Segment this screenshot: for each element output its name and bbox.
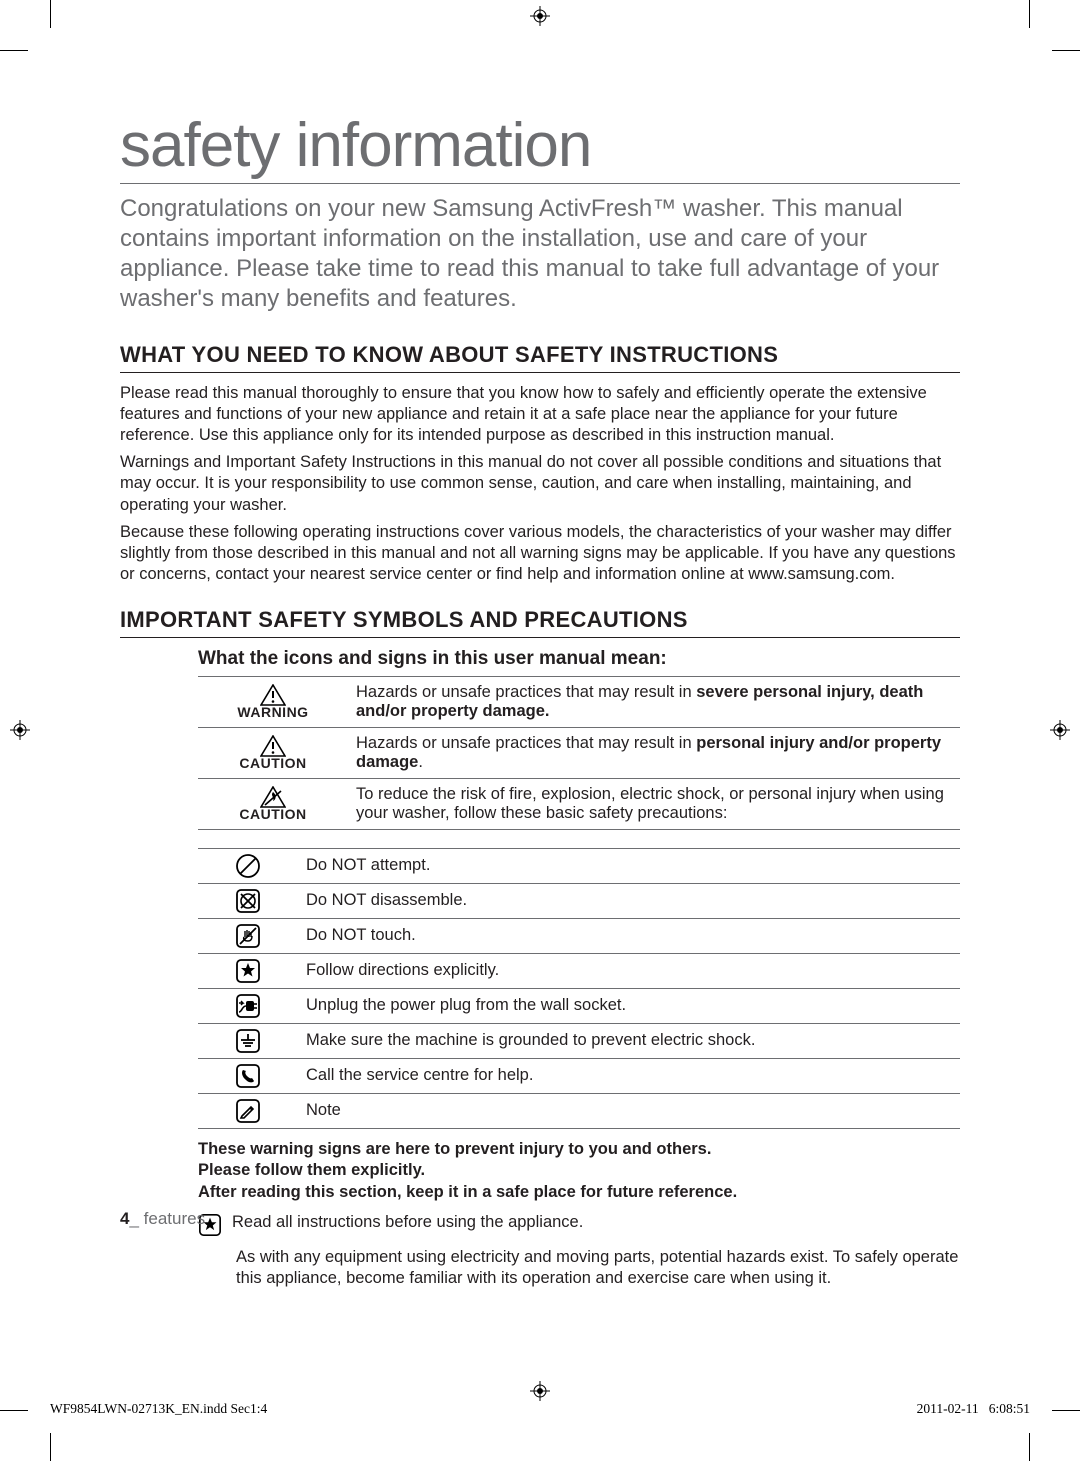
table-row: CAUTION To reduce the risk of fire, expl… — [198, 778, 960, 829]
registration-mark-icon — [530, 1381, 550, 1401]
page-number: 4_ features — [120, 1209, 205, 1229]
prohibit-desc: Do NOT attempt. — [298, 848, 960, 883]
no-disassemble-icon — [235, 888, 261, 914]
registration-mark-icon — [530, 6, 550, 26]
no-touch-icon — [235, 923, 261, 949]
no-disassemble-desc: Do NOT disassemble. — [298, 883, 960, 918]
call-service-desc: Call the service centre for help. — [298, 1058, 960, 1093]
table-row: Follow directions explicitly. — [198, 953, 960, 988]
instruction-row: Read all instructions before using the a… — [198, 1213, 960, 1237]
warning-desc: Hazards or unsafe practices that may res… — [348, 676, 960, 727]
prohibit-icon — [235, 853, 261, 879]
table-row: CAUTION Hazards or unsafe practices that… — [198, 727, 960, 778]
section2-subheading: What the icons and signs in this user ma… — [120, 648, 960, 670]
caution-fire-desc: To reduce the risk of fire, explosion, e… — [348, 778, 960, 829]
note-desc: Note — [298, 1093, 960, 1128]
ground-desc: Make sure the machine is grounded to pre… — [298, 1023, 960, 1058]
page-content: safety information Congratulations on yo… — [120, 110, 960, 1290]
unplug-icon — [235, 993, 261, 1019]
unplug-desc: Unplug the power plug from the wall sock… — [298, 988, 960, 1023]
crop-mark — [0, 50, 28, 51]
table-row: Do NOT attempt. — [198, 848, 960, 883]
warning-label: WARNING — [206, 704, 340, 720]
table-row: Do NOT touch. — [198, 918, 960, 953]
follow-directions-desc: Follow directions explicitly. — [298, 953, 960, 988]
crop-mark — [0, 1410, 28, 1411]
phone-icon — [235, 1063, 261, 1089]
ground-icon — [235, 1028, 261, 1054]
symbol-table-1: WARNING Hazards or unsafe practices that… — [198, 676, 960, 830]
footer-file: WF9854LWN-02713K_EN.indd Sec1:4 — [50, 1401, 267, 1417]
caution-desc: Hazards or unsafe practices that may res… — [348, 727, 960, 778]
footer-time: 6:08:51 — [989, 1401, 1030, 1416]
crop-mark — [1052, 1410, 1080, 1411]
footer-date: 2011-02-11 — [917, 1401, 979, 1416]
table-row: Do NOT disassemble. — [198, 883, 960, 918]
registration-mark-icon — [1050, 720, 1070, 740]
caution-triangle-icon — [260, 735, 286, 757]
section2-heading: IMPORTANT SAFETY SYMBOLS AND PRECAUTIONS — [120, 607, 960, 638]
symbol-table-2: Do NOT attempt. Do NOT disassemble. Do N… — [198, 848, 960, 1129]
table-row: Note — [198, 1093, 960, 1128]
closing-text: These warning signs are here to prevent … — [198, 1139, 960, 1203]
warning-triangle-icon — [260, 684, 286, 706]
crop-mark — [1029, 0, 1030, 28]
crop-mark — [1052, 50, 1080, 51]
crop-mark — [50, 0, 51, 28]
star-box-icon — [235, 958, 261, 984]
caution-label: CAUTION — [206, 755, 340, 771]
instruction1-text: Read all instructions before using the a… — [232, 1213, 583, 1232]
intro-paragraph: Congratulations on your new Samsung Acti… — [120, 194, 960, 314]
no-fire-icon — [260, 786, 286, 808]
registration-mark-icon — [10, 720, 30, 740]
section1-heading: WHAT YOU NEED TO KNOW ABOUT SAFETY INSTR… — [120, 342, 960, 373]
instruction2-text: As with any equipment using electricity … — [236, 1247, 960, 1289]
section1-p2: Warnings and Important Safety Instructio… — [120, 452, 960, 515]
caution-fire-label: CAUTION — [206, 806, 340, 822]
section1-p1: Please read this manual thoroughly to en… — [120, 383, 960, 446]
table-row: Call the service centre for help. — [198, 1058, 960, 1093]
crop-mark — [1029, 1433, 1030, 1461]
section1-p3: Because these following operating instru… — [120, 522, 960, 585]
table-row: WARNING Hazards or unsafe practices that… — [198, 676, 960, 727]
note-icon — [235, 1098, 261, 1124]
no-touch-desc: Do NOT touch. — [298, 918, 960, 953]
page-title: safety information — [120, 110, 960, 184]
print-footer: WF9854LWN-02713K_EN.indd Sec1:4 2011-02-… — [50, 1401, 1030, 1417]
crop-mark — [50, 1433, 51, 1461]
table-row: Unplug the power plug from the wall sock… — [198, 988, 960, 1023]
table-row: Make sure the machine is grounded to pre… — [198, 1023, 960, 1058]
